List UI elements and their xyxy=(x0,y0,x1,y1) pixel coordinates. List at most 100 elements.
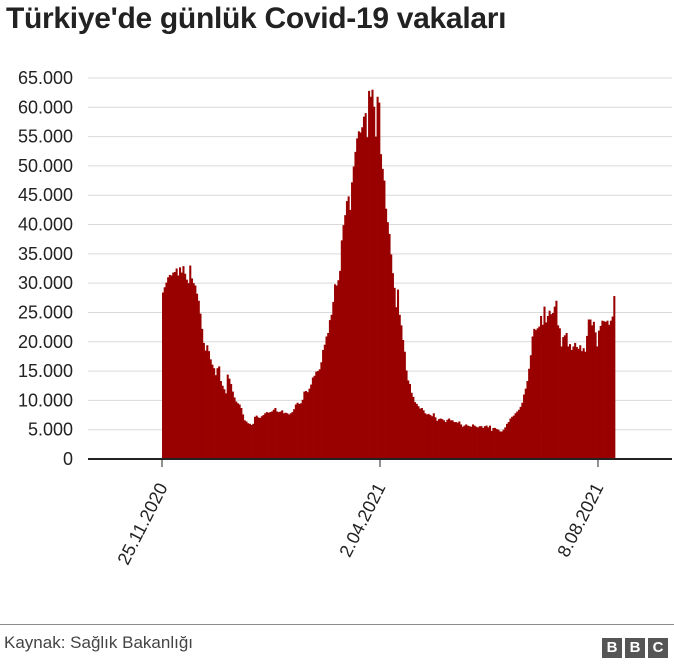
bar xyxy=(572,346,575,459)
bar xyxy=(567,346,570,459)
bar-chart: 0 5.000 10.000 15.000 20.000 25.000 30.000 35.0… xyxy=(18,68,672,568)
bar xyxy=(436,420,439,459)
bar xyxy=(468,426,471,459)
bar xyxy=(534,330,538,459)
bar xyxy=(543,306,546,459)
bar xyxy=(351,182,354,459)
bar xyxy=(170,275,173,459)
bar xyxy=(182,266,185,459)
bar xyxy=(514,413,517,459)
y-tick-label: 0 xyxy=(63,449,73,469)
bar xyxy=(458,421,461,459)
bar xyxy=(352,166,355,459)
bar xyxy=(555,300,558,459)
bar xyxy=(570,349,573,459)
bar xyxy=(397,289,400,459)
bar xyxy=(538,326,541,459)
bar xyxy=(337,280,340,459)
y-tick-label: 50.000 xyxy=(18,156,73,176)
bar xyxy=(335,285,338,459)
bar xyxy=(301,399,304,459)
bar xyxy=(453,422,456,459)
bar xyxy=(509,418,512,459)
bar xyxy=(393,287,396,459)
bar xyxy=(417,406,420,459)
bar xyxy=(388,233,391,459)
bar xyxy=(424,413,427,459)
bbc-logo-letter: B xyxy=(625,638,645,658)
bar xyxy=(526,381,529,459)
bar xyxy=(233,397,236,459)
bar xyxy=(478,426,481,459)
bar xyxy=(529,355,532,459)
bar xyxy=(214,375,217,459)
bar xyxy=(378,102,381,460)
bar xyxy=(354,151,357,460)
bar xyxy=(235,401,238,459)
bar xyxy=(357,131,360,459)
bar xyxy=(194,285,197,459)
bar xyxy=(379,154,383,459)
bar xyxy=(551,313,555,459)
y-tick-label: 40.000 xyxy=(18,215,73,235)
bar xyxy=(311,377,314,459)
bar xyxy=(562,337,565,459)
bar xyxy=(499,431,502,459)
bbc-logo-letter: C xyxy=(648,638,668,658)
bar xyxy=(322,349,325,459)
bar xyxy=(553,306,556,459)
bar xyxy=(466,425,469,459)
bar xyxy=(517,409,520,459)
bar xyxy=(565,332,568,459)
bar xyxy=(577,348,580,459)
bar xyxy=(533,328,536,459)
bar xyxy=(521,402,524,459)
bar xyxy=(175,268,178,459)
bar xyxy=(569,344,572,459)
x-tick-label: 8.08.2021 xyxy=(553,480,607,560)
bar xyxy=(449,420,452,459)
bar xyxy=(557,325,560,459)
bar xyxy=(296,402,299,459)
bar xyxy=(415,403,418,459)
bar xyxy=(240,408,243,459)
bar xyxy=(574,342,577,459)
bar xyxy=(253,416,257,459)
bar xyxy=(270,411,274,459)
bar xyxy=(589,319,592,459)
bar xyxy=(248,423,251,459)
bar xyxy=(432,413,435,459)
bar xyxy=(204,350,207,459)
bar xyxy=(187,283,190,459)
bar xyxy=(339,270,342,459)
bar xyxy=(471,424,474,459)
bar xyxy=(545,322,548,459)
bar xyxy=(480,426,483,459)
y-axis-labels: 0 5.000 10.000 15.000 20.000 25.000 30.000 35.0… xyxy=(18,68,73,469)
bar xyxy=(473,425,476,459)
bar xyxy=(165,282,168,459)
bar xyxy=(524,388,527,459)
bar xyxy=(536,328,539,459)
bar xyxy=(345,201,348,459)
bar xyxy=(587,319,590,459)
bar xyxy=(506,423,509,459)
bar xyxy=(599,325,602,459)
bar xyxy=(383,180,386,459)
bar xyxy=(456,422,459,459)
bar xyxy=(402,340,405,459)
bar xyxy=(349,209,352,459)
bar xyxy=(601,320,604,459)
bar xyxy=(327,332,330,459)
bar xyxy=(168,274,171,459)
bar xyxy=(385,208,388,459)
bar xyxy=(604,321,607,459)
bar xyxy=(259,417,262,459)
bar xyxy=(362,116,365,459)
bar xyxy=(173,272,176,459)
bar xyxy=(507,422,510,459)
bar xyxy=(425,414,429,459)
bar xyxy=(420,408,423,459)
y-tick-label: 55.000 xyxy=(18,127,73,147)
bar xyxy=(257,417,260,459)
